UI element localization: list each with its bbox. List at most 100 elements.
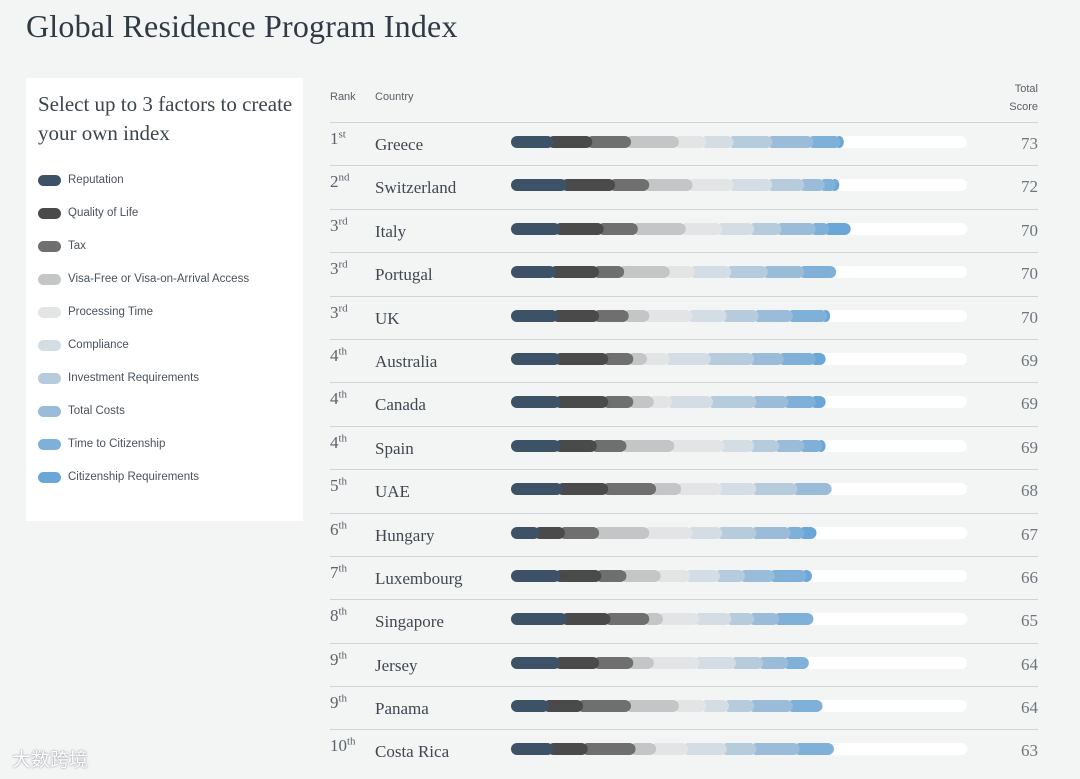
bar-segment-compliance xyxy=(693,613,732,626)
rank-suffix: rd xyxy=(338,258,348,271)
table-row[interactable]: 4th Canada 69 xyxy=(330,382,1038,425)
table-row[interactable]: 10th Costa Rica 63 xyxy=(330,729,1038,772)
bar-segment-visa-free-or-visa-on-arrival-access xyxy=(593,526,650,539)
bar-segment-processing-time xyxy=(675,483,723,496)
rank-number: 10 xyxy=(330,736,347,756)
table-row[interactable]: 3rd Portugal 70 xyxy=(330,252,1038,295)
bar-segment-time-to-citizenship xyxy=(786,309,828,322)
bar-segment-investment-requirements xyxy=(720,309,759,322)
country-name: Hungary xyxy=(375,525,435,545)
total-score: 69 xyxy=(1021,350,1038,370)
bar-segment-reputation xyxy=(511,179,568,192)
bar-segment-compliance xyxy=(716,483,757,496)
rank-suffix: th xyxy=(338,692,348,705)
table-row[interactable]: 6th Hungary 67 xyxy=(330,512,1038,556)
score-bar xyxy=(511,613,967,626)
bar-segment-processing-time xyxy=(663,266,695,279)
bar-segment-reputation xyxy=(511,266,556,279)
rank-cell: 3rd xyxy=(330,216,348,236)
score-bar-svg xyxy=(511,222,851,235)
table-row[interactable]: 4th Australia 69 xyxy=(330,338,1038,382)
bar-segment-investment-requirements xyxy=(766,179,805,192)
score-bar-svg xyxy=(511,179,840,192)
table-row[interactable]: 1st Greece 73 xyxy=(330,122,1038,165)
bar-segment-investment-requirements xyxy=(729,656,764,669)
factor-option[interactable]: Time to Citizenship xyxy=(38,435,249,468)
table-row[interactable]: 8th Singapore 65 xyxy=(330,599,1038,642)
bar-segment-tax xyxy=(581,743,636,756)
page-title: Global Residence Program Index xyxy=(26,8,458,44)
bar-segment-processing-time xyxy=(647,396,673,409)
bar-segment-compliance xyxy=(682,743,727,756)
factor-label: Reputation xyxy=(68,174,124,186)
table-row[interactable]: 3rd Italy 70 xyxy=(330,208,1038,252)
score-bar xyxy=(511,483,967,496)
rank-header[interactable]: Rank xyxy=(330,91,356,103)
factor-option[interactable]: Investment Requirements xyxy=(38,369,249,402)
country-header[interactable]: Country xyxy=(375,91,414,103)
table-row[interactable]: 9th Panama 64 xyxy=(330,686,1038,729)
factor-option[interactable]: Quality of Life xyxy=(38,204,249,237)
bar-segment-quality-of-life xyxy=(549,266,600,279)
total-score-header[interactable]: Total Score xyxy=(1009,80,1038,116)
total-score: 69 xyxy=(1021,394,1038,414)
score-bar-svg xyxy=(511,656,809,669)
factor-option[interactable]: Total Costs xyxy=(38,402,249,435)
total-score: 70 xyxy=(1021,307,1038,327)
bar-segment-tax xyxy=(586,136,631,148)
table-row[interactable]: 4th Spain 69 xyxy=(330,425,1038,469)
bar-segment-time-to-citizenship xyxy=(786,700,823,713)
bar-segment-reputation xyxy=(511,569,561,582)
factor-option[interactable]: Compliance xyxy=(38,336,249,369)
bar-segment-compliance xyxy=(686,526,723,539)
rank-suffix: st xyxy=(338,128,346,141)
rank-number: 3 xyxy=(330,215,339,235)
bar-segment-investment-requirements xyxy=(748,439,780,452)
factor-option[interactable]: Tax xyxy=(38,237,249,270)
bar-segment-visa-free-or-visa-on-arrival-access xyxy=(625,700,679,713)
rank-number: 5 xyxy=(330,476,339,496)
bar-segment-visa-free-or-visa-on-arrival-access xyxy=(629,743,657,756)
factor-selector-panel: Select up to 3 factors to create your ow… xyxy=(26,78,303,521)
factor-option[interactable]: Processing Time xyxy=(38,303,249,336)
score-bar-svg xyxy=(511,396,826,409)
bar-segment-total-costs xyxy=(739,569,775,582)
factor-option[interactable]: Visa-Free or Visa-on-Arrival Access xyxy=(38,270,249,303)
rank-suffix: rd xyxy=(338,215,348,228)
factor-option[interactable]: Citizenship Requirements xyxy=(38,468,249,501)
bar-segment-total-costs xyxy=(798,179,825,192)
bar-segment-total-costs xyxy=(750,396,789,409)
rank-number: 4 xyxy=(330,432,339,452)
table-row[interactable]: 9th Jersey 64 xyxy=(330,642,1038,686)
table-row[interactable]: 3rd UK 70 xyxy=(330,295,1038,339)
rank-cell: 9th xyxy=(330,650,347,670)
table-row[interactable]: 2nd Switzerland 72 xyxy=(330,165,1038,208)
factor-option[interactable]: Reputation xyxy=(38,171,249,204)
factor-swatch xyxy=(38,340,61,351)
score-bar-svg xyxy=(511,439,826,452)
bar-segment-investment-requirements xyxy=(704,352,755,365)
bar-segment-compliance xyxy=(693,656,736,669)
bar-segment-compliance xyxy=(688,266,732,279)
bar-segment-time-to-citizenship xyxy=(782,656,809,669)
bar-segment-investment-requirements xyxy=(725,266,768,279)
rank-cell: 10th xyxy=(330,736,356,756)
factor-swatch xyxy=(38,241,61,252)
table-row[interactable]: 5th UAE 68 xyxy=(330,469,1038,512)
rank-suffix: nd xyxy=(338,171,350,184)
rank-cell: 7th xyxy=(330,563,347,583)
factor-swatch xyxy=(38,472,61,483)
score-bar-svg xyxy=(511,266,837,279)
rank-cell: 8th xyxy=(330,606,347,626)
total-score: 65 xyxy=(1021,611,1038,631)
bar-segment-compliance xyxy=(700,136,734,148)
bar-segment-processing-time xyxy=(643,526,693,539)
bar-segment-time-to-citizenship xyxy=(777,352,816,365)
factor-label: Citizenship Requirements xyxy=(68,471,200,483)
table-row[interactable]: 7th Luxembourg 66 xyxy=(330,555,1038,599)
country-name: UK xyxy=(375,308,400,328)
rank-number: 9 xyxy=(330,693,339,713)
bar-segment-total-costs xyxy=(775,222,816,235)
bar-segment-time-to-citizenship xyxy=(798,266,837,279)
bar-segment-reputation xyxy=(511,613,568,626)
